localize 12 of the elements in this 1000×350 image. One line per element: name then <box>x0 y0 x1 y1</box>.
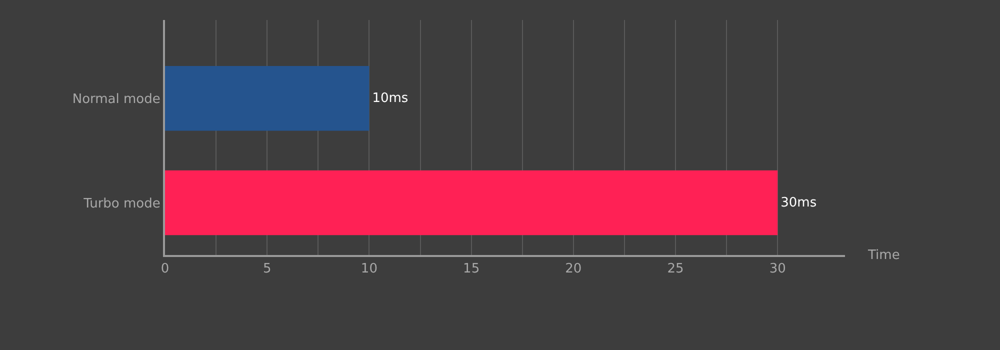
x-tick-label: 25 <box>667 262 684 277</box>
y-tick-label: Normal mode <box>72 92 160 107</box>
x-tick-label: 30 <box>769 262 786 277</box>
x-tick-label: 10 <box>360 262 378 277</box>
x-tick-label: 0 <box>160 262 170 277</box>
data-label: 10ms <box>372 90 408 106</box>
data-label: 30ms <box>780 195 817 210</box>
x-tick-label: 5 <box>262 262 272 277</box>
y-tick-label: Turbo mode <box>82 196 160 212</box>
x-tick-label: 15 <box>463 262 480 277</box>
x-tick-label: 20 <box>565 262 582 277</box>
x-axis-title: Time <box>867 248 900 263</box>
